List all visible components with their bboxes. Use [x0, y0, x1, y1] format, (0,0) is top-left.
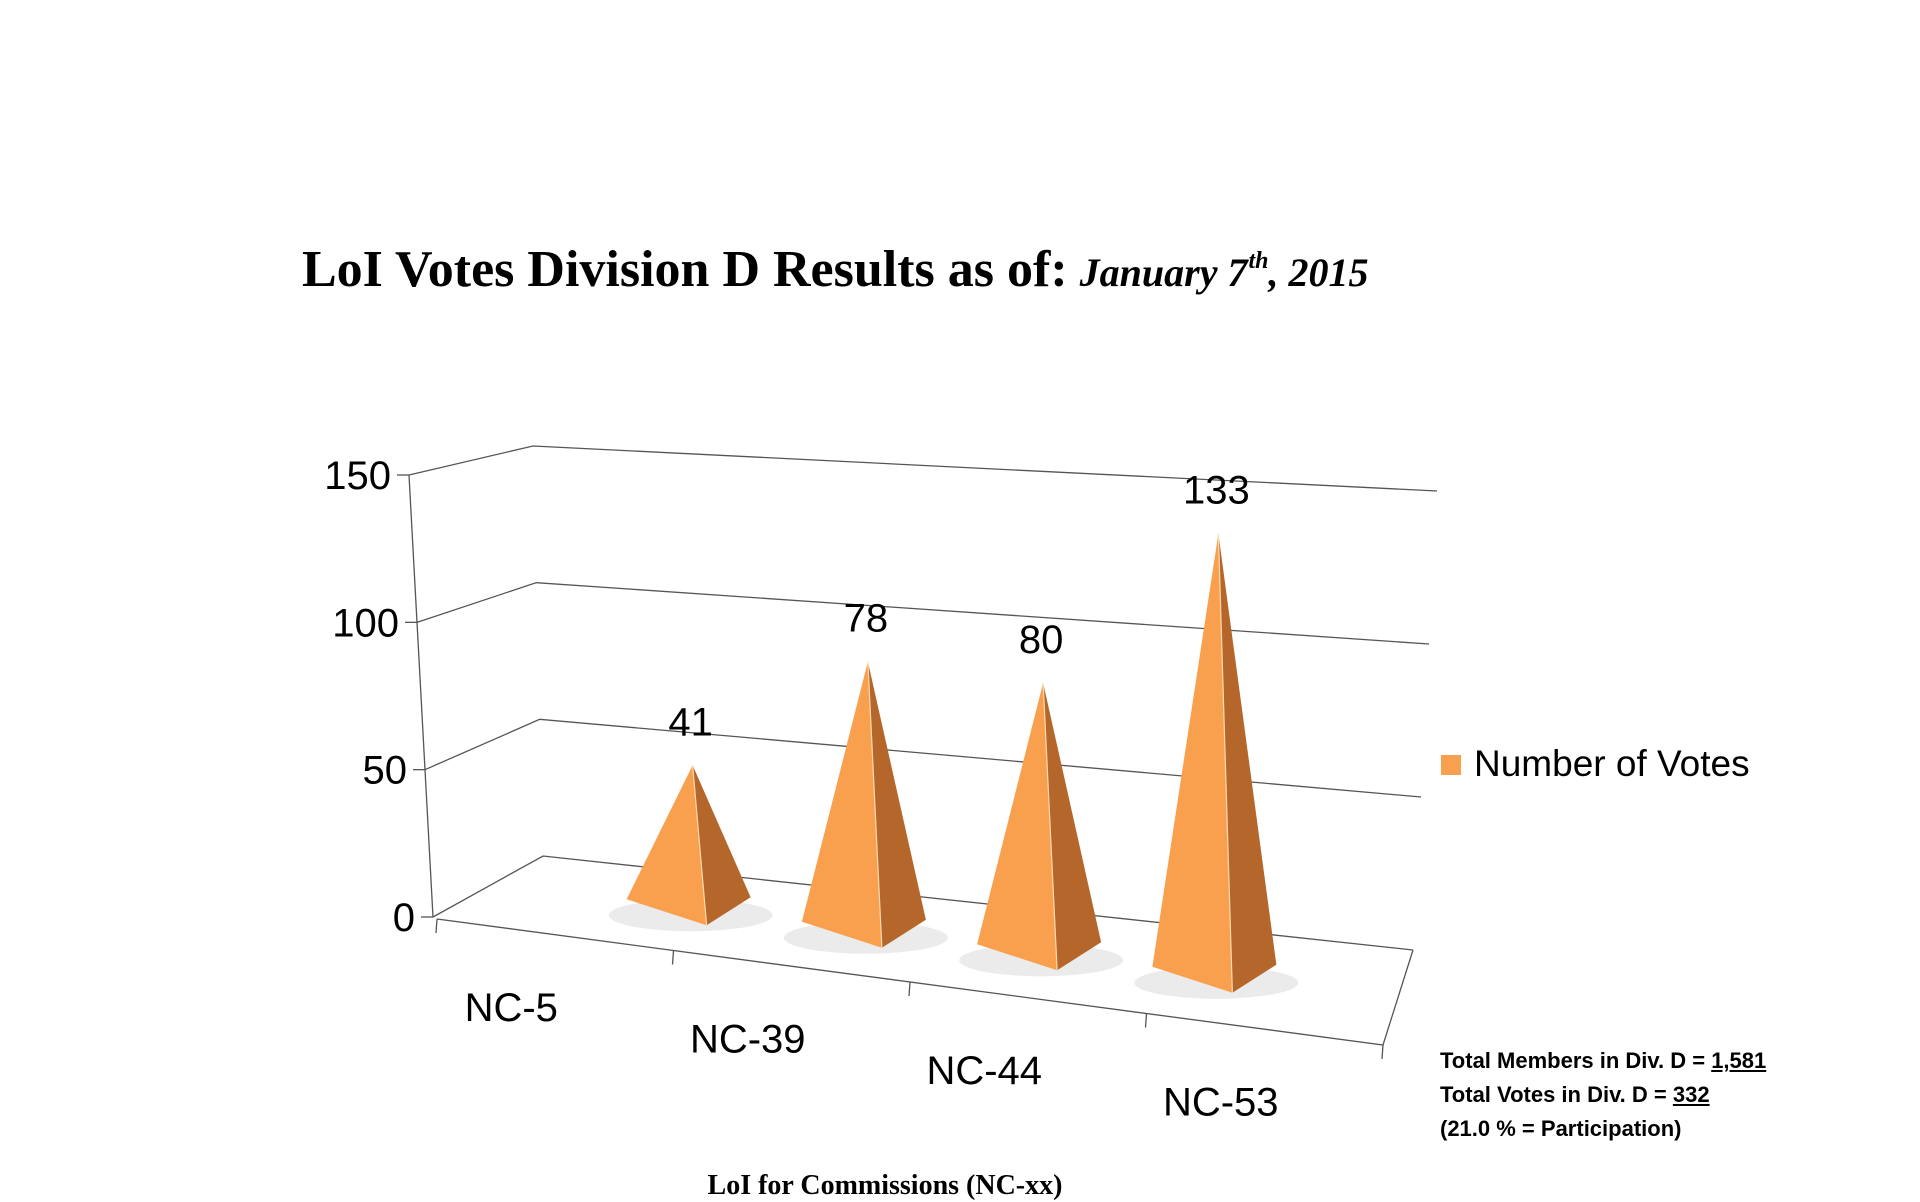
pyramid-NC-44-front	[977, 682, 1058, 971]
y-tick-label: 0	[393, 896, 415, 940]
stats-total-members: Total Members in Div. D = 1,581	[1440, 1044, 1766, 1078]
pyramid-NC-5-front	[626, 765, 707, 926]
data-label-NC-53: 133	[1183, 469, 1250, 513]
x-axis-title: LoI for Commissions (NC-xx)	[707, 1170, 1063, 1201]
chart-pyramids	[608, 533, 1299, 999]
pyramid-edge	[692, 765, 708, 926]
stats-box: Total Members in Div. D = 1,581 Total Vo…	[1440, 1044, 1766, 1146]
y-axis-line	[408, 474, 434, 918]
chart-labels: 0 50 100 150 41 NC-5 78 NC-39 80 NC-44 133 NC-53	[324, 454, 1278, 1124]
chart-title: LoI Votes Division D Results as of: Janua…	[302, 240, 1368, 299]
stats-participation: (21.0 % = Participation)	[1440, 1116, 1682, 1141]
y-tick-label: 100	[332, 601, 399, 645]
pyramid-NC-53-front	[1152, 533, 1233, 993]
chart-legend: Number of Votes	[1441, 743, 1750, 784]
stats-total-members-label: Total Members in Div. D =	[1440, 1048, 1712, 1073]
gridline-50	[424, 718, 1422, 798]
gridline-0	[432, 855, 1414, 951]
pyramid-NC-53-side	[1218, 533, 1277, 993]
title-date-year: , 2015	[1268, 250, 1369, 295]
x-tick-label-NC-39: NC-39	[690, 1017, 806, 1061]
x-tick-mark	[1144, 1013, 1148, 1028]
x-tick-mark	[435, 918, 438, 934]
pyramid-NC-44-side	[1043, 682, 1102, 971]
chart-grid	[397, 445, 1438, 1060]
pyramid-edge	[867, 661, 883, 948]
x-tick-mark	[1381, 1044, 1384, 1060]
gridline-100	[416, 582, 1430, 645]
data-label-NC-39: 78	[844, 597, 889, 641]
stats-total-votes-value: 332	[1672, 1082, 1710, 1107]
stats-total-votes: Total Votes in Div. D = 332	[1440, 1078, 1766, 1112]
x-tick-mark	[671, 950, 675, 965]
gridline-150	[408, 445, 1438, 492]
pyramid-NC-39-front	[801, 661, 882, 948]
legend-label: Number of Votes	[1474, 743, 1750, 784]
title-date-suffix: th	[1248, 248, 1269, 274]
data-label-NC-5: 41	[668, 700, 713, 744]
title-date-month-day: January 7	[1079, 250, 1248, 295]
x-tick-label-NC-53: NC-53	[1163, 1080, 1279, 1124]
title-main: LoI Votes Division D Results as of:	[302, 241, 1068, 298]
pyramid-edge	[1217, 533, 1233, 993]
x-tick-label-NC-5: NC-5	[465, 986, 558, 1030]
stats-total-votes-label: Total Votes in Div. D =	[1440, 1082, 1673, 1107]
title-date: January 7th, 2015	[1079, 248, 1369, 295]
x-tick-label-NC-44: NC-44	[926, 1049, 1042, 1093]
y-tick-label: 50	[363, 749, 408, 793]
pyramid-NC-5-side	[692, 765, 751, 926]
legend-swatch	[1441, 755, 1461, 775]
stats-total-members-value: 1,581	[1711, 1048, 1767, 1073]
data-label-NC-44: 80	[1019, 618, 1064, 662]
pyramid-edge	[1042, 682, 1058, 971]
pyramid-NC-39-side	[867, 661, 926, 948]
y-tick-label: 150	[324, 454, 391, 498]
x-tick-mark	[908, 981, 911, 997]
